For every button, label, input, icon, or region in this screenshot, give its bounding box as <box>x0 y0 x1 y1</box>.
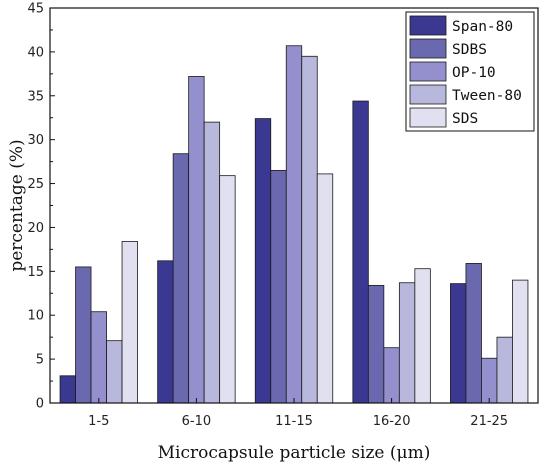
y-tick-label: 5 <box>36 353 44 368</box>
y-tick-label: 10 <box>27 309 44 324</box>
bar-sdbs-16-20 <box>367 284 385 404</box>
bar-sds-21-25 <box>512 279 529 404</box>
bar-tween-80-6-10 <box>203 121 221 404</box>
bar-op-10-11-15 <box>285 45 303 404</box>
y-tick-label: 0 <box>36 397 44 412</box>
legend: Span-80 SDBS OP-10 Tween-80 SDS <box>405 11 535 132</box>
bar-sds-16-20 <box>414 268 431 404</box>
legend-label: SDBS <box>452 42 487 58</box>
bar-span-80-21-25 <box>450 283 467 404</box>
x-tick-label: 11-15 <box>275 414 313 429</box>
legend-swatch <box>409 61 447 82</box>
legend-swatch <box>409 107 447 128</box>
legend-label: Span-80 <box>452 19 513 35</box>
legend-swatch <box>409 15 447 36</box>
legend-label: Tween-80 <box>452 88 522 104</box>
bar-sdbs-21-25 <box>465 263 482 404</box>
bar-sdbs-1-5 <box>75 266 92 404</box>
bar-span-80-6-10 <box>157 260 174 404</box>
bar-op-10-16-20 <box>383 347 400 404</box>
bar-tween-80-21-25 <box>496 336 513 404</box>
bar-span-80-16-20 <box>352 100 369 404</box>
ticks-group: 0 5 10 15 20 25 30 35 40 45 1-5 6-10 11-15 16-20 21-25 <box>27 2 508 430</box>
y-tick-label: 15 <box>27 265 44 280</box>
bar-sds-6-10 <box>219 175 236 404</box>
x-tick-label: 1-5 <box>88 414 109 429</box>
legend-label: SDS <box>452 111 478 127</box>
bar-op-10-6-10 <box>188 76 205 404</box>
bar-op-10-1-5 <box>90 311 107 404</box>
y-tick-label: 45 <box>27 2 44 17</box>
bar-op-10-21-25 <box>481 357 498 404</box>
bar-tween-80-1-5 <box>106 340 123 404</box>
x-tick-label: 6-10 <box>182 414 212 429</box>
legend-swatch <box>409 38 447 59</box>
bar-sdbs-6-10 <box>172 153 190 404</box>
legend-label: OP-10 <box>452 65 496 81</box>
y-axis-label: percentage (%) <box>7 139 27 271</box>
y-tick-label: 25 <box>27 177 44 192</box>
bar-tween-80-11-15 <box>301 55 318 404</box>
y-tick-label: 30 <box>27 133 44 148</box>
legend-swatch <box>409 84 447 105</box>
y-tick-label: 35 <box>27 89 44 104</box>
bar-span-80-11-15 <box>254 118 272 404</box>
bar-span-80-1-5 <box>59 375 76 404</box>
bar-sds-1-5 <box>121 241 138 404</box>
bar-sds-11-15 <box>316 173 334 404</box>
bar-tween-80-16-20 <box>398 282 416 404</box>
y-tick-label: 40 <box>27 45 44 60</box>
bar-sdbs-11-15 <box>270 169 287 404</box>
x-axis-label: Microcapsule particle size (μm) <box>158 443 431 463</box>
x-tick-label: 21-25 <box>470 414 508 429</box>
y-tick-label: 20 <box>27 221 44 236</box>
x-tick-label: 16-20 <box>373 414 411 429</box>
